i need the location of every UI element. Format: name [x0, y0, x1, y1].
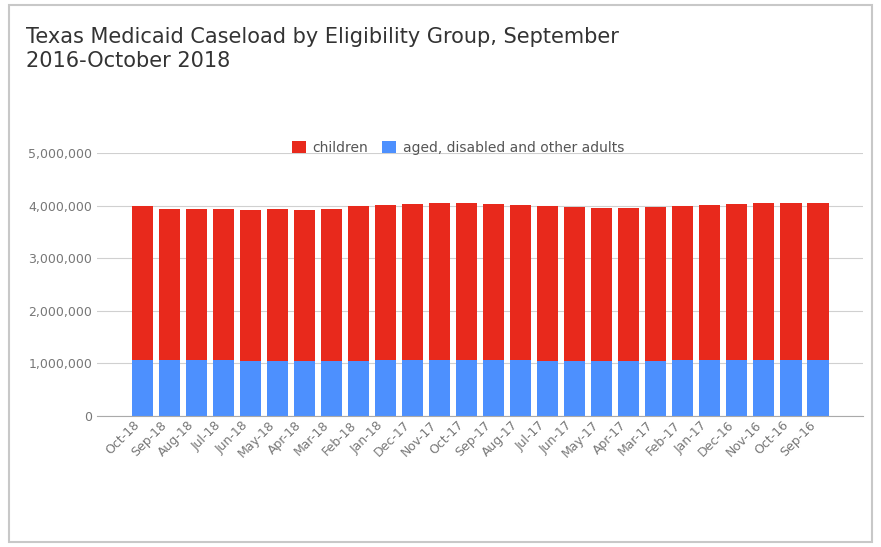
- Bar: [510, 205, 531, 360]
- Bar: [240, 210, 261, 361]
- Bar: [726, 360, 747, 416]
- Bar: [591, 208, 612, 360]
- Text: Texas Medicaid Caseload by Eligibility Group, September
2016-October 2018: Texas Medicaid Caseload by Eligibility G…: [26, 27, 619, 71]
- Bar: [159, 209, 180, 360]
- Bar: [645, 207, 666, 360]
- Bar: [375, 360, 396, 416]
- Bar: [186, 360, 207, 416]
- Bar: [267, 361, 288, 416]
- Bar: [348, 360, 369, 416]
- Bar: [429, 203, 450, 360]
- Bar: [213, 209, 234, 360]
- Bar: [402, 360, 423, 416]
- Bar: [186, 209, 207, 360]
- Bar: [483, 360, 504, 416]
- Bar: [564, 207, 585, 360]
- Bar: [375, 205, 396, 360]
- Bar: [429, 360, 450, 416]
- Bar: [402, 203, 423, 360]
- Bar: [808, 360, 828, 416]
- Bar: [132, 206, 152, 359]
- Bar: [618, 360, 640, 416]
- Bar: [781, 203, 802, 360]
- Bar: [537, 206, 559, 360]
- Legend: children, aged, disabled and other adults: children, aged, disabled and other adult…: [292, 141, 625, 155]
- Bar: [267, 210, 288, 361]
- Bar: [456, 360, 478, 416]
- Bar: [456, 203, 478, 360]
- Bar: [753, 203, 774, 360]
- Bar: [672, 206, 693, 360]
- Bar: [591, 360, 612, 416]
- Bar: [537, 360, 559, 416]
- Bar: [348, 206, 369, 360]
- Bar: [132, 359, 152, 416]
- Bar: [672, 360, 693, 416]
- Bar: [645, 360, 666, 416]
- Bar: [618, 208, 640, 360]
- Bar: [510, 360, 531, 416]
- Bar: [294, 210, 315, 361]
- Bar: [321, 361, 342, 416]
- Bar: [700, 205, 721, 360]
- Bar: [213, 360, 234, 416]
- Bar: [726, 203, 747, 360]
- Bar: [159, 360, 180, 416]
- Bar: [700, 360, 721, 416]
- Bar: [753, 360, 774, 416]
- Bar: [483, 203, 504, 360]
- Bar: [321, 209, 342, 361]
- Bar: [781, 360, 802, 416]
- Bar: [808, 203, 828, 360]
- Bar: [240, 361, 261, 416]
- Bar: [294, 361, 315, 416]
- Bar: [564, 360, 585, 416]
